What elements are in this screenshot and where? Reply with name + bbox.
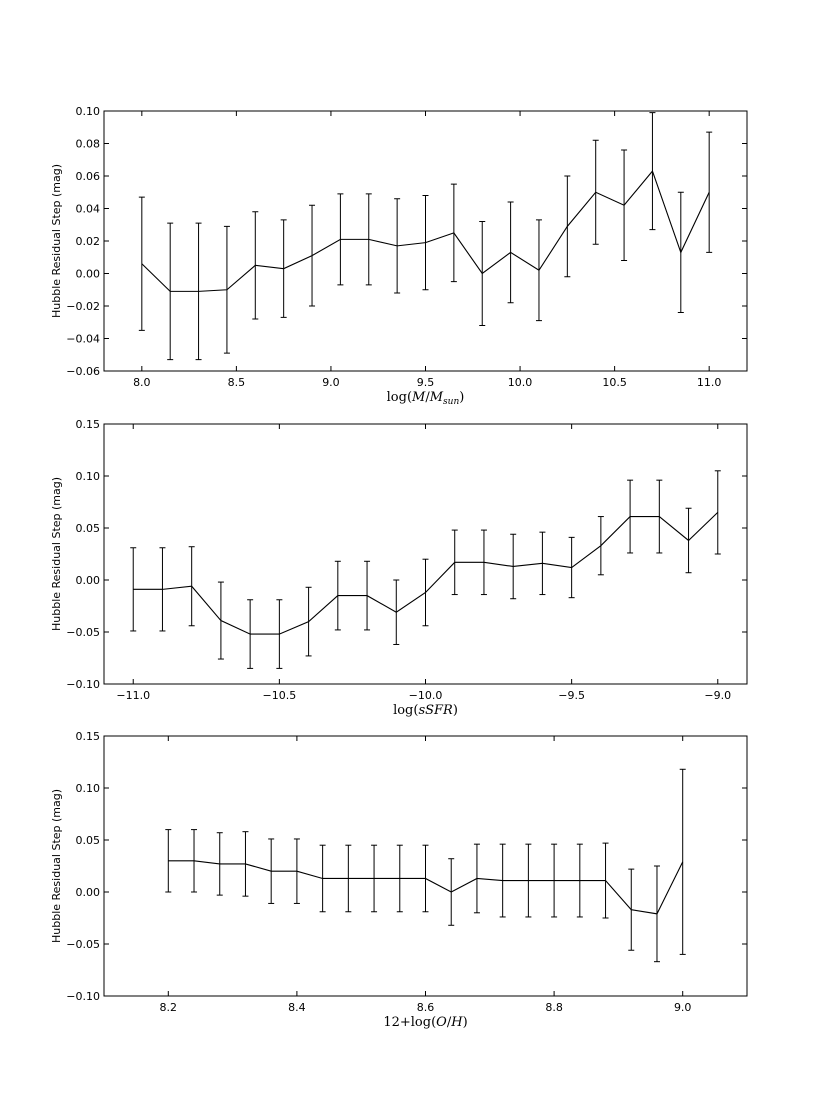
x-axis-label: log(sSFR): [393, 703, 458, 718]
y-axis-label: Hubble Residual Step (mag): [50, 164, 63, 318]
series-line: [141, 170, 710, 292]
x-tick-label: 9.0: [322, 376, 340, 389]
chart-panel-2: −11.0 −10.5 −10.0 −9.5 −9.0 −0.10 −0.05 0.00 0.0…: [50, 418, 748, 718]
y-tick-label: 0.10: [76, 470, 101, 483]
x-tick-label: 8.2: [160, 1001, 178, 1014]
x-tick-label: 10.5: [602, 376, 627, 389]
y-tick-label: −0.10: [66, 990, 100, 1003]
y-tick-label: 0.05: [76, 834, 101, 847]
y-tick-label: 0.15: [76, 418, 101, 431]
x-tick-label: 8.8: [545, 1001, 563, 1014]
x-tick-label: −11.0: [116, 689, 150, 702]
x-tick-label: 8.0: [133, 376, 151, 389]
x-axis-label: log(M/Msun): [387, 390, 465, 407]
chart-panel-3: 8.2 8.4 8.6 8.8 9.0 −0.10 −0.05 0.00 0.05 0.10 0.1…: [50, 730, 748, 1030]
x-tick-label: 11.0: [697, 376, 722, 389]
y-tick-label: −0.04: [66, 333, 100, 346]
y-tick-label: 0.02: [76, 235, 101, 248]
x-tick-label: 8.5: [228, 376, 246, 389]
x-tick-label: 9.5: [417, 376, 435, 389]
y-tick-label: −0.05: [66, 938, 100, 951]
x-tick-label: −9.0: [704, 689, 731, 702]
error-bar: [130, 547, 137, 632]
x-tick-label: 9.0: [674, 1001, 692, 1014]
y-tick-label: 0.04: [76, 203, 101, 216]
error-bar: [714, 470, 721, 555]
y-tick-label: 0.10: [76, 782, 101, 795]
series-line: [168, 860, 684, 915]
y-tick-label: −0.10: [66, 678, 100, 691]
x-tick-label: 8.4: [288, 1001, 306, 1014]
y-tick-label: 0.00: [76, 574, 101, 587]
y-tick-label: −0.02: [66, 300, 100, 313]
y-tick-label: −0.05: [66, 626, 100, 639]
y-axis-label: Hubble Residual Step (mag): [50, 789, 63, 943]
x-axis-label: 12+log(O/H): [383, 1015, 467, 1030]
series-line: [133, 512, 719, 635]
plot-frame: [103, 423, 748, 685]
y-axis-label: Hubble Residual Step (mag): [50, 477, 63, 631]
y-tick-label: 0.00: [76, 268, 101, 281]
y-tick-label: 0.00: [76, 886, 101, 899]
x-tick-label: −10.0: [409, 689, 443, 702]
x-tick-label: −9.5: [558, 689, 585, 702]
chart-panel-1: 8.0 8.5 9.0 9.5 10.0 10.5 11.0 −0.06 −0.04 −0.02 0…: [50, 105, 748, 407]
y-tick-label: 0.10: [76, 105, 101, 118]
y-tick-label: 0.08: [76, 138, 101, 151]
y-tick-label: −0.06: [66, 365, 100, 378]
y-tick-label: 0.05: [76, 522, 101, 535]
x-tick-label: 10.0: [508, 376, 533, 389]
y-tick-label: 0.06: [76, 170, 101, 183]
y-tick-label: 0.15: [76, 730, 101, 743]
x-tick-label: −10.5: [263, 689, 297, 702]
x-tick-label: 8.6: [417, 1001, 435, 1014]
